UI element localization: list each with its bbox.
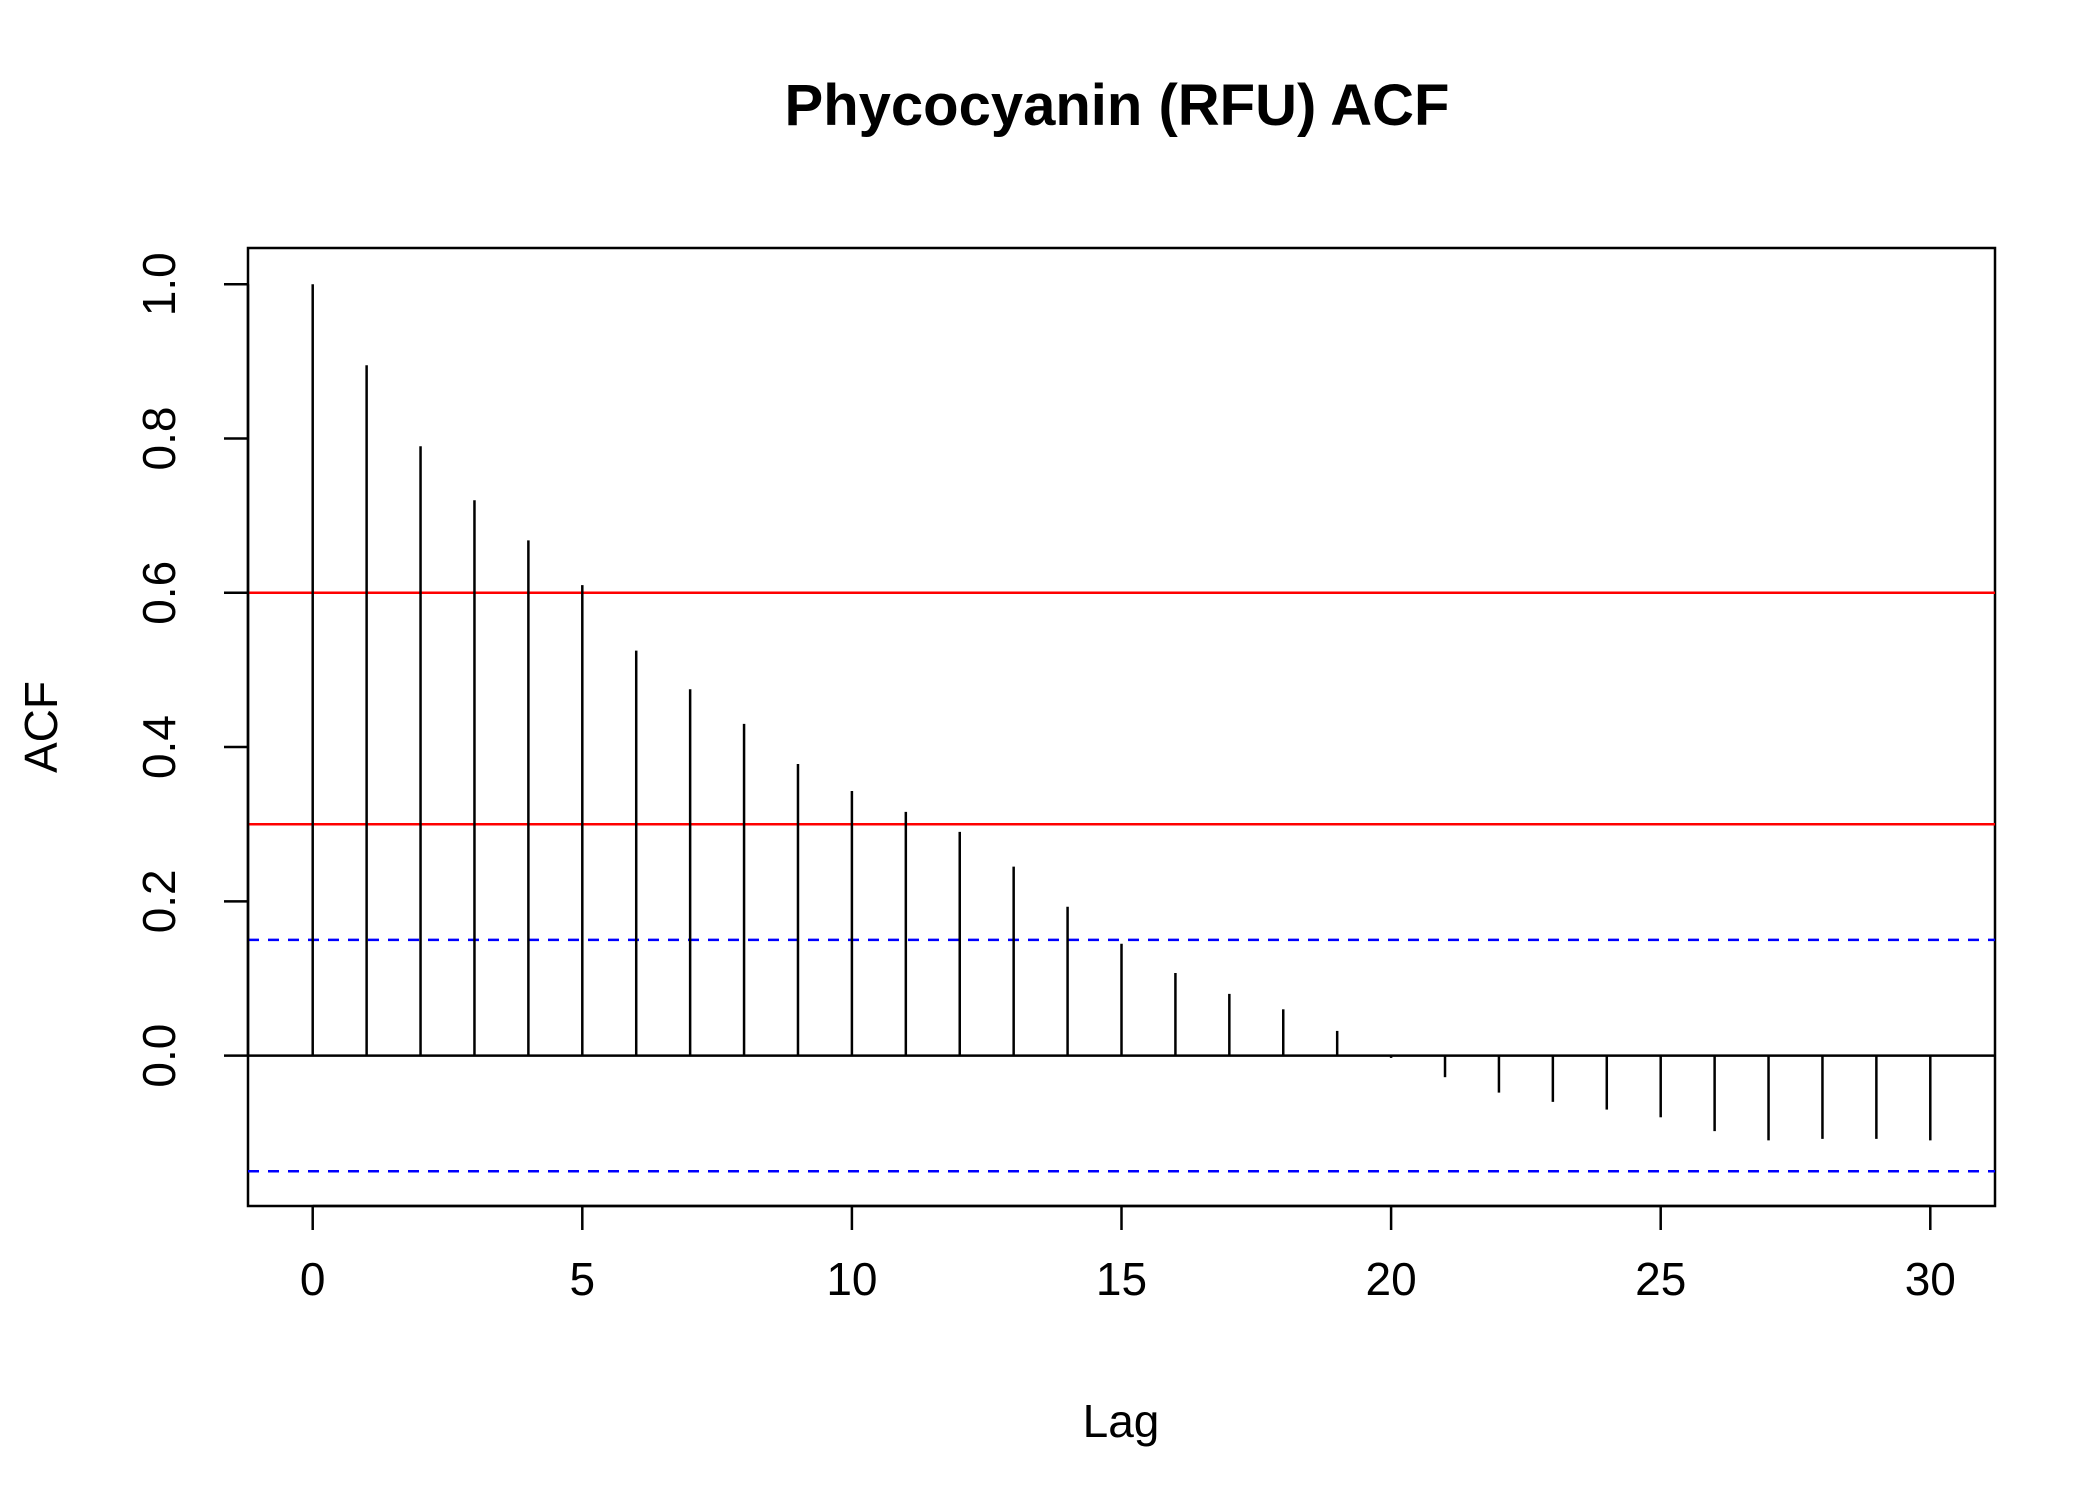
plot-frame	[246, 246, 1997, 1208]
x-tick-label: 25	[1635, 1253, 1686, 1305]
x-tick-label: 30	[1905, 1253, 1956, 1305]
x-axis: 0 5 10 15 20 25 30	[300, 1204, 1956, 1305]
x-tick-label: 0	[300, 1253, 326, 1305]
y-tick-label: 0.8	[133, 407, 185, 471]
y-axis-title: ACF	[15, 681, 67, 773]
reference-lines	[248, 591, 1995, 826]
y-tick-label: 0.4	[133, 715, 185, 779]
y-tick-label: 0.2	[133, 869, 185, 933]
x-tick-label: 20	[1366, 1253, 1417, 1305]
y-axis: 0.0 0.2 0.4 0.6 0.8 1.0	[133, 252, 250, 1088]
x-tick-label: 5	[570, 1253, 596, 1305]
acf-bars	[311, 284, 1932, 1141]
x-axis-title: Lag	[1083, 1395, 1160, 1447]
x-tick-label: 15	[1096, 1253, 1147, 1305]
x-tick-label: 10	[826, 1253, 877, 1305]
y-tick-label: 0.6	[133, 561, 185, 625]
chart-title: Phycocyanin (RFU) ACF	[785, 73, 1450, 138]
y-tick-label: 1.0	[133, 252, 185, 316]
y-tick-label: 0.0	[133, 1024, 185, 1088]
